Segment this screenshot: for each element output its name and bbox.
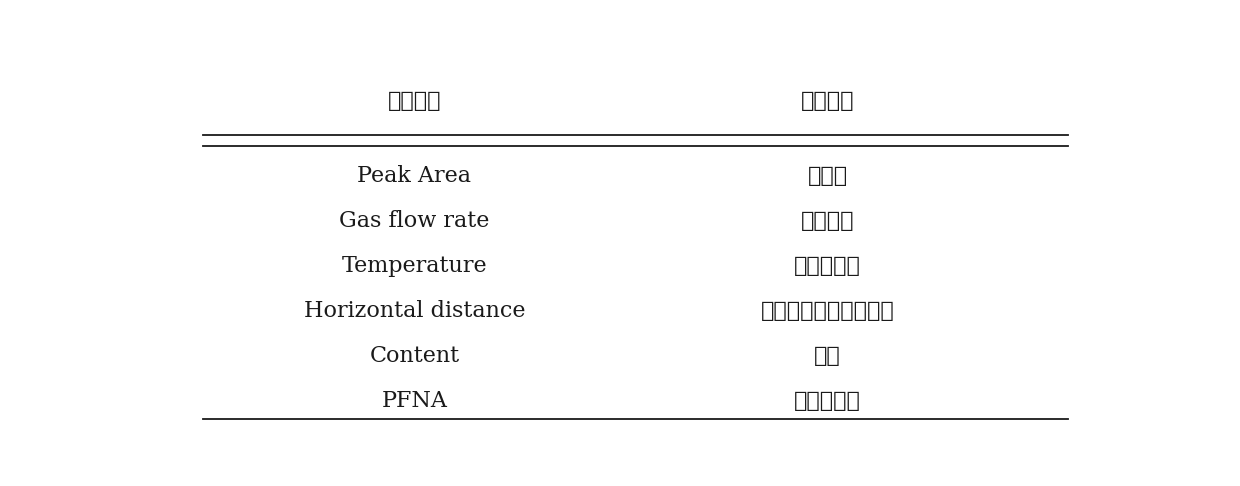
Text: 中文名称: 中文名称: [801, 91, 854, 111]
Text: 十七氟壬酸: 十七氟壬酸: [795, 391, 861, 411]
Text: 英文名称: 英文名称: [388, 91, 441, 111]
Text: Temperature: Temperature: [342, 255, 487, 277]
Text: Gas flow rate: Gas flow rate: [340, 210, 490, 232]
Text: 离子源温度: 离子源温度: [795, 256, 861, 276]
Text: Horizontal distance: Horizontal distance: [304, 300, 526, 322]
Text: Content: Content: [370, 345, 460, 367]
Text: 峰面积: 峰面积: [807, 166, 848, 186]
Text: 喷嘴到陶瓷管水平距离: 喷嘴到陶瓷管水平距离: [761, 301, 894, 321]
Text: 氮气流速: 氮气流速: [801, 211, 854, 231]
Text: 含量: 含量: [815, 346, 841, 366]
Text: PFNA: PFNA: [382, 390, 448, 412]
Text: Peak Area: Peak Area: [357, 165, 471, 187]
